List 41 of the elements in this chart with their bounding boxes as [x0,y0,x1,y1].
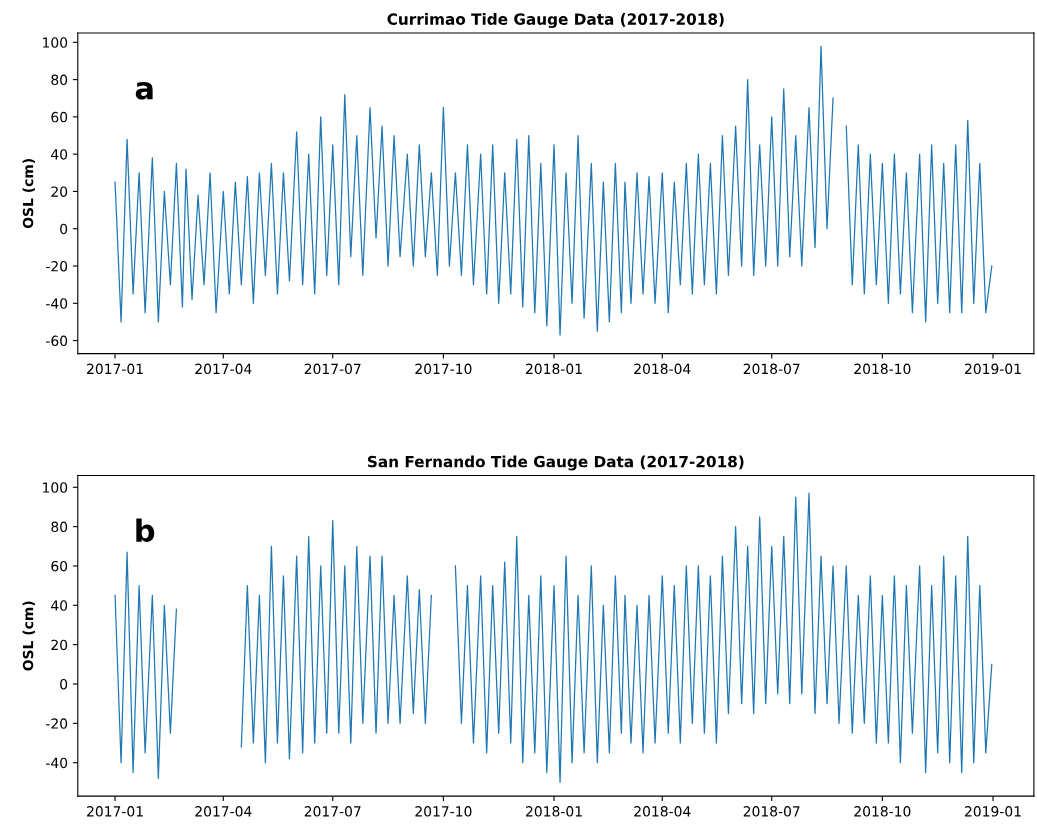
y-tick-label: 40 [51,149,68,160]
x-tick-label: 2017-01 [87,363,143,375]
y-tick-label: -20 [46,260,68,272]
y-tick-label: 20 [51,639,68,651]
x-tick-label: 2017-10 [415,363,472,375]
y-tick-label: 60 [51,560,68,572]
y-axis-title: OSL (cm) [22,159,35,229]
chart-title: San Fernando Tide Gauge Data (2017-2018) [367,455,744,471]
y-tick-label: 100 [43,482,68,493]
y-tick-label: -40 [46,298,68,309]
x-tick-label: 2017-10 [415,806,472,817]
x-tick-label: 2018-10 [854,806,911,817]
x-tick-label: 2018-10 [854,363,911,375]
y-axis-title: OSL (cm) [22,601,35,671]
y-tick-label: 40 [51,600,68,611]
x-tick-label: 2018-07 [743,363,800,375]
y-tick-label: 80 [51,521,68,533]
x-tick-label: 2017-07 [304,363,361,375]
x-tick-label: 2019-01 [965,806,1021,817]
x-tick-label: 2017-04 [195,806,252,817]
y-tick-label: 0 [60,223,68,235]
y-tick-label: 100 [43,37,68,48]
x-tick-label: 2019-01 [965,363,1021,375]
y-tick-label: 0 [60,678,68,690]
y-tick-label: 20 [51,186,68,197]
x-tick-label: 2017-01 [87,806,143,817]
x-tick-label: 2017-04 [195,363,252,375]
x-tick-label: 2017-07 [304,806,361,817]
annotation: a [135,82,153,100]
y-tick-label: -40 [46,757,68,769]
x-tick-label: 2018-04 [634,806,691,817]
annotation: b [136,518,155,543]
y-tick-label: 80 [51,74,68,86]
x-tick-label: 2018-07 [743,806,800,817]
x-tick-label: 2018-01 [526,806,582,817]
y-tick-label: -60 [46,335,68,347]
y-tick-label: -20 [46,718,68,729]
x-tick-label: 2018-04 [634,363,691,375]
chart-title: Currimao Tide Gauge Data (2017-2018) [387,13,724,28]
x-tick-label: 2018-01 [526,363,582,375]
y-tick-label: 60 [51,111,68,123]
